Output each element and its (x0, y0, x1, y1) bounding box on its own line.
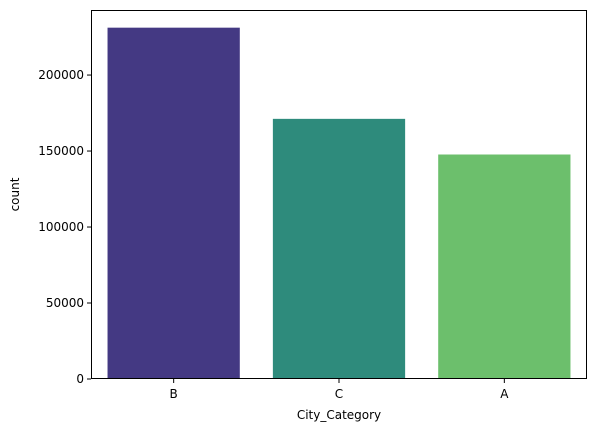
y-tick-label: 50000 (46, 296, 84, 310)
x-tick-label: B (170, 387, 178, 401)
bars-group (107, 27, 571, 380)
y-tick-label: 200000 (38, 68, 84, 82)
bar-a (438, 154, 571, 379)
bar-b (107, 27, 240, 380)
y-axis-ticks: 0 50000 100000 150000 200000 (38, 68, 91, 386)
plot-frame (91, 10, 587, 379)
y-axis-label: count (8, 177, 22, 211)
x-axis-label: City_Category (297, 408, 381, 422)
y-tick-label: 150000 (38, 144, 84, 158)
x-tick-label: C (335, 387, 343, 401)
y-tick-label: 100000 (38, 220, 84, 234)
bar-c (272, 118, 406, 379)
x-tick-label: A (500, 387, 509, 401)
y-tick-label: 0 (76, 372, 84, 386)
